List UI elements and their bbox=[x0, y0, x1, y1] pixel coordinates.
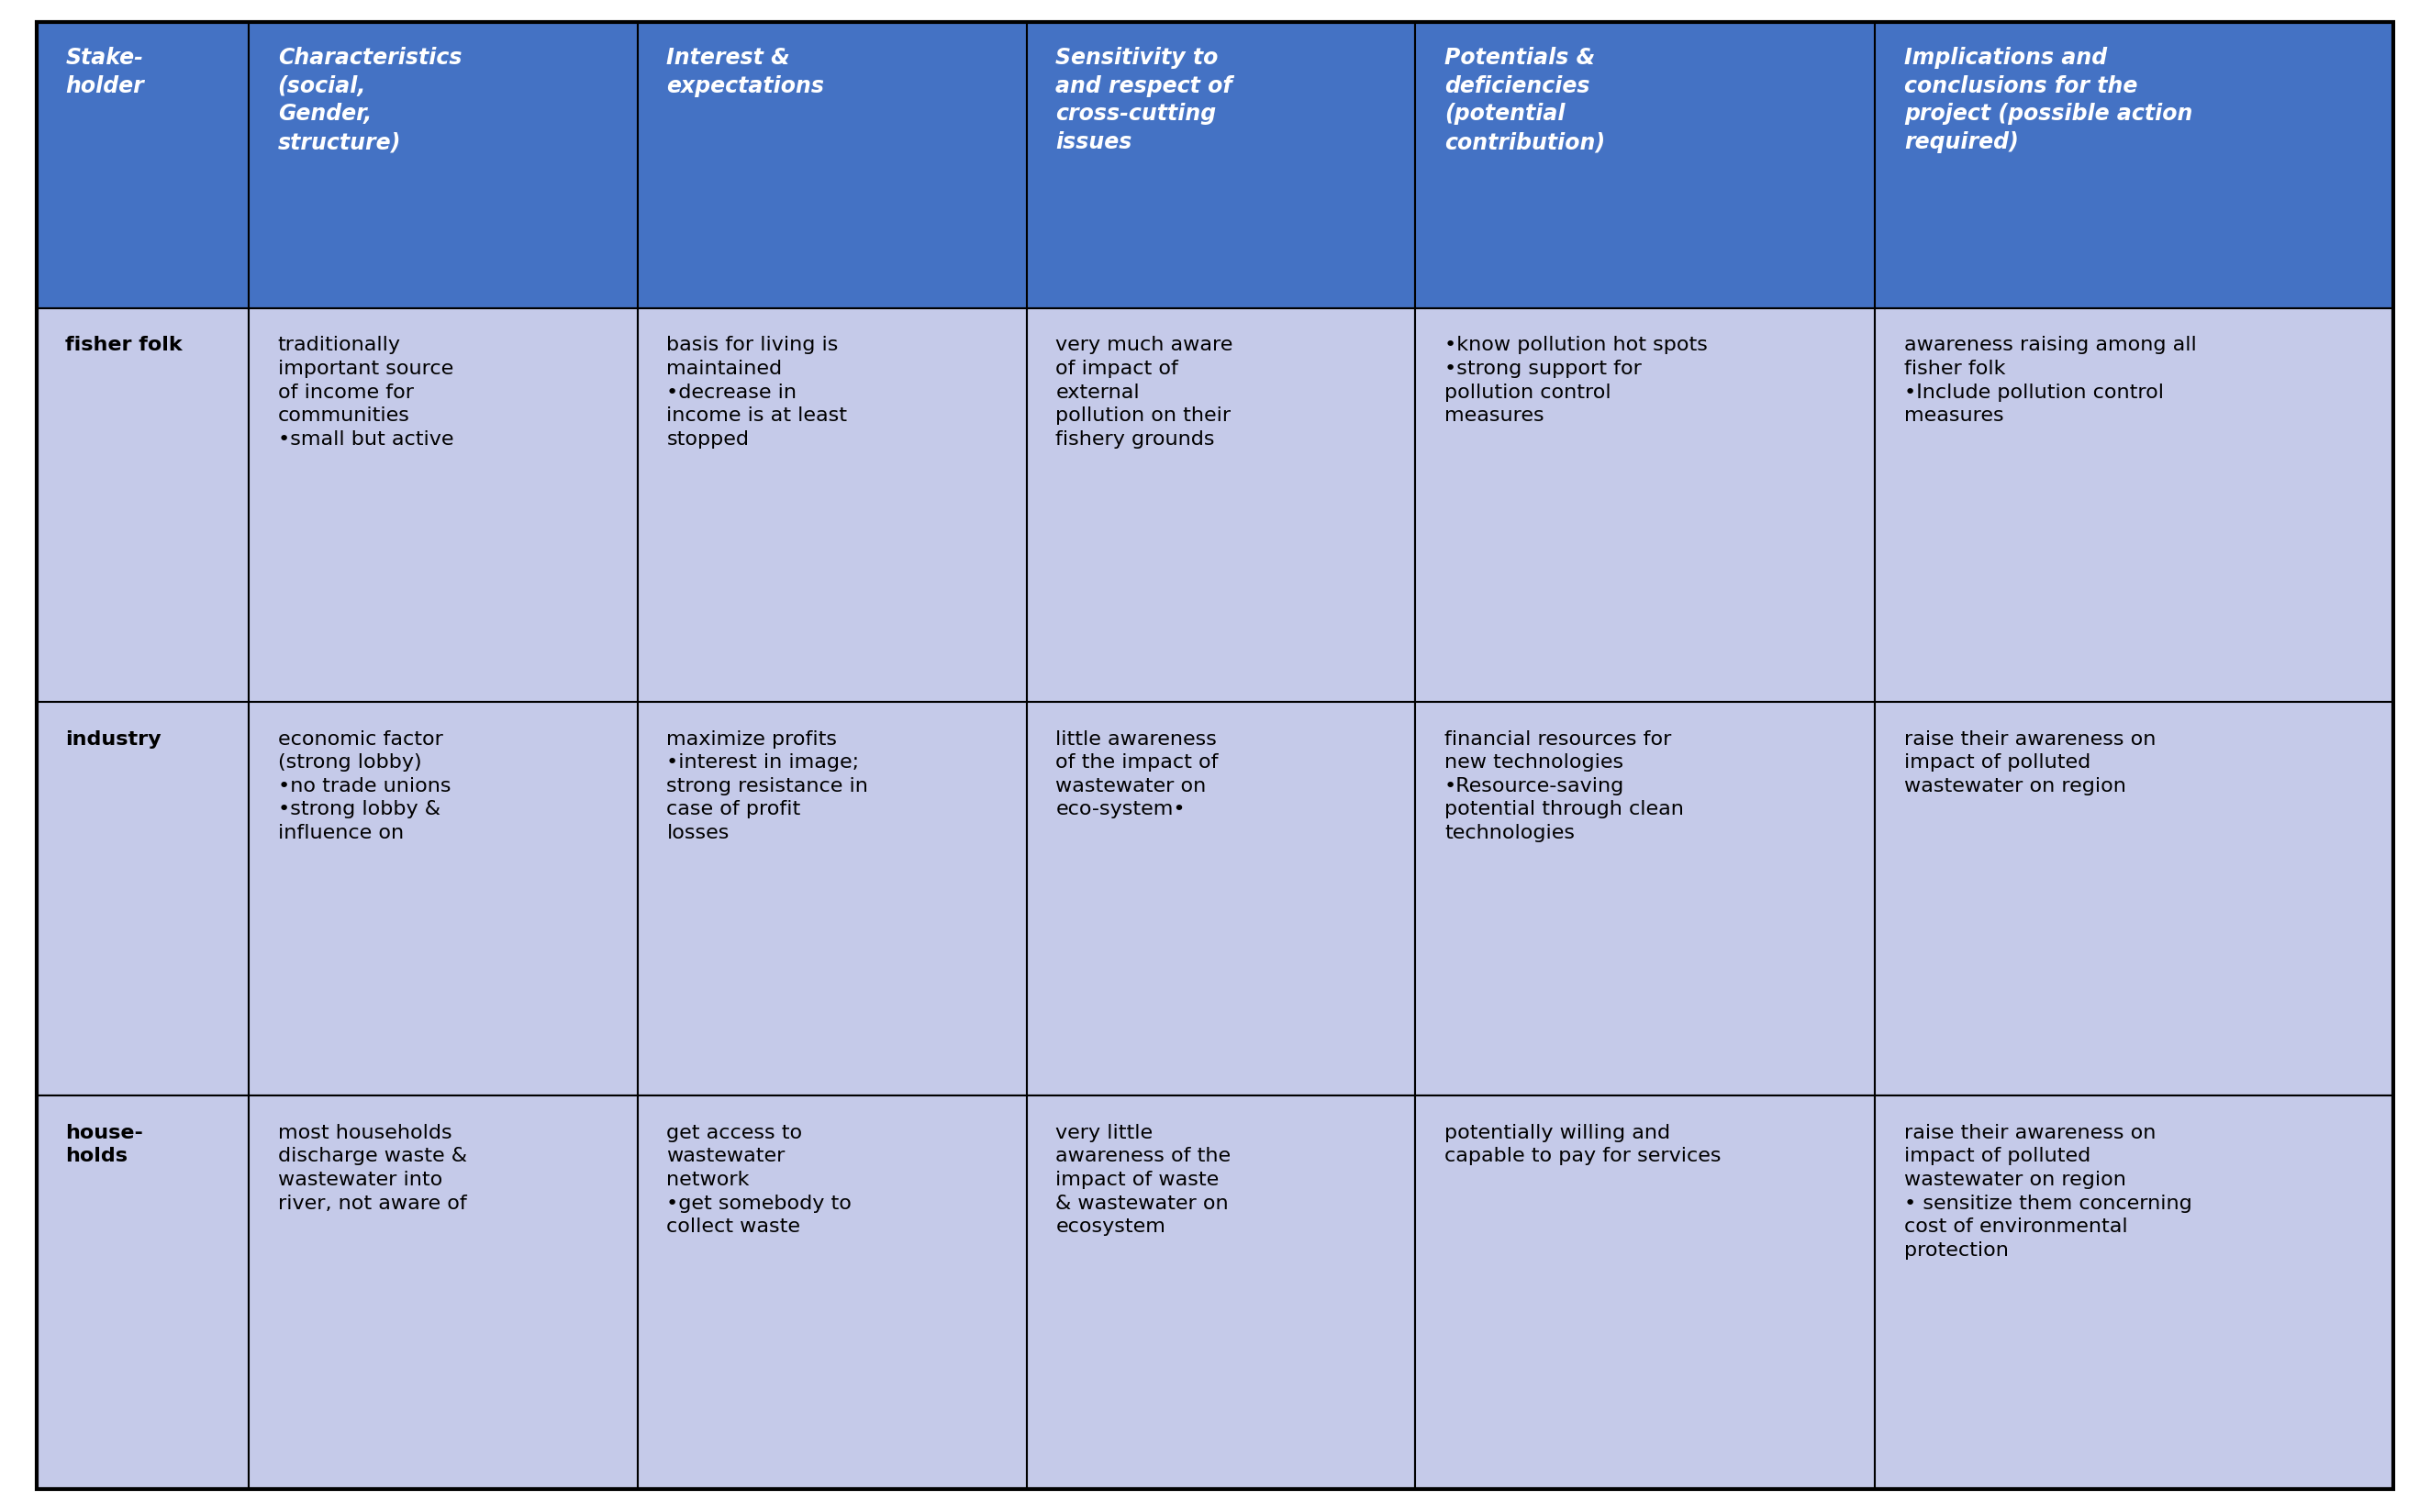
Text: raise their awareness on
impact of polluted
wastewater on region
• sensitize the: raise their awareness on impact of pollu… bbox=[1905, 1123, 2192, 1258]
Bar bbox=[248, 1096, 637, 1489]
Bar bbox=[1025, 1096, 1414, 1489]
Bar bbox=[1025, 702, 1414, 1096]
Text: get access to
wastewater
network
•get somebody to
collect waste: get access to wastewater network •get so… bbox=[666, 1123, 853, 1235]
Text: raise their awareness on
impact of polluted
wastewater on region: raise their awareness on impact of pollu… bbox=[1905, 729, 2155, 795]
Text: awareness raising among all
fisher folk
•Include pollution control
measures: awareness raising among all fisher folk … bbox=[1905, 336, 2197, 425]
Text: maximize profits
•interest in image;
strong resistance in
case of profit
losses: maximize profits •interest in image; str… bbox=[666, 729, 868, 842]
Bar bbox=[1025, 308, 1414, 702]
Bar bbox=[1414, 702, 1876, 1096]
Text: little awareness
of the impact of
wastewater on
eco-system•: little awareness of the impact of wastew… bbox=[1055, 729, 1217, 818]
Bar bbox=[1876, 702, 2394, 1096]
Bar bbox=[248, 308, 637, 702]
Text: Stake-
holder: Stake- holder bbox=[66, 47, 143, 97]
Bar bbox=[637, 702, 1025, 1096]
Text: Implications and
conclusions for the
project (possible action
required): Implications and conclusions for the pro… bbox=[1905, 47, 2192, 153]
Text: economic factor
(strong lobby)
•no trade unions
•strong lobby &
influence on: economic factor (strong lobby) •no trade… bbox=[277, 729, 450, 842]
Text: financial resources for
new technologies
•Resource-saving
potential through clea: financial resources for new technologies… bbox=[1443, 729, 1684, 842]
Bar bbox=[637, 23, 1025, 308]
Bar bbox=[36, 308, 248, 702]
Text: Sensitivity to
and respect of
cross-cutting
issues: Sensitivity to and respect of cross-cutt… bbox=[1055, 47, 1232, 153]
Text: fisher folk: fisher folk bbox=[66, 336, 182, 354]
Text: basis for living is
maintained
•decrease in
income is at least
stopped: basis for living is maintained •decrease… bbox=[666, 336, 848, 448]
Text: industry: industry bbox=[66, 729, 163, 748]
Text: house-
holds: house- holds bbox=[66, 1123, 143, 1164]
Bar bbox=[248, 23, 637, 308]
Bar bbox=[36, 23, 248, 308]
Bar bbox=[1025, 23, 1414, 308]
Text: •know pollution hot spots
•strong support for
pollution control
measures: •know pollution hot spots •strong suppor… bbox=[1443, 336, 1708, 425]
Text: very little
awareness of the
impact of waste
& wastewater on
ecosystem: very little awareness of the impact of w… bbox=[1055, 1123, 1232, 1235]
Bar bbox=[248, 702, 637, 1096]
Text: most households
discharge waste &
wastewater into
river, not aware of: most households discharge waste & wastew… bbox=[277, 1123, 467, 1211]
Bar bbox=[1414, 308, 1876, 702]
Text: Characteristics
(social,
Gender,
structure): Characteristics (social, Gender, structu… bbox=[277, 47, 462, 153]
Bar bbox=[1876, 1096, 2394, 1489]
Bar bbox=[637, 308, 1025, 702]
Bar bbox=[1414, 23, 1876, 308]
Bar bbox=[36, 1096, 248, 1489]
Text: potentially willing and
capable to pay for services: potentially willing and capable to pay f… bbox=[1443, 1123, 1720, 1164]
Bar bbox=[1876, 23, 2394, 308]
Bar bbox=[1876, 308, 2394, 702]
Text: Interest &
expectations: Interest & expectations bbox=[666, 47, 824, 97]
Bar bbox=[1414, 1096, 1876, 1489]
Text: very much aware
of impact of
external
pollution on their
fishery grounds: very much aware of impact of external po… bbox=[1055, 336, 1232, 448]
Text: traditionally
important source
of income for
communities
•small but active: traditionally important source of income… bbox=[277, 336, 454, 448]
Text: Potentials &
deficiencies
(potential
contribution): Potentials & deficiencies (potential con… bbox=[1443, 47, 1606, 153]
Bar bbox=[637, 1096, 1025, 1489]
Bar bbox=[36, 702, 248, 1096]
